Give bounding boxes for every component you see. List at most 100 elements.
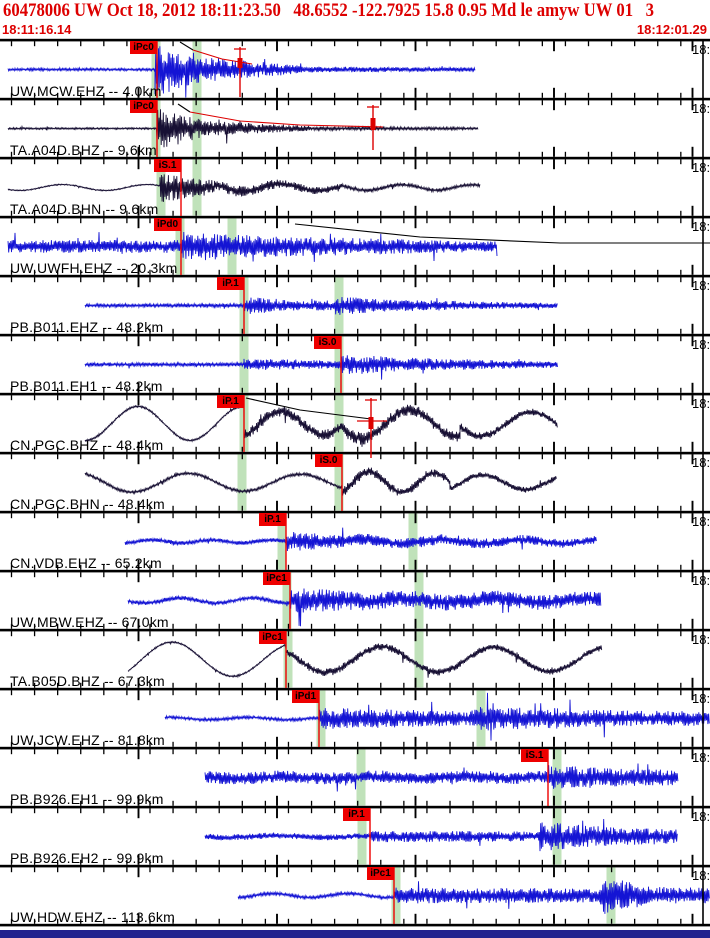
panel-border	[0, 215, 710, 219]
trace-panel-UW.JCW.EHZ[interactable]: UW.JCW.EHZ -- 81.8km iPd1 18:	[0, 689, 710, 748]
panel-border	[0, 451, 710, 455]
panel-border	[0, 333, 710, 337]
station-label: PB.B011.EH1 -- 48.2km	[10, 378, 163, 394]
row-time-label: 18:	[692, 573, 710, 588]
pick-flag-PB.B011.EHZ[interactable]: iP.1	[217, 277, 244, 290]
row-time-label: 18:	[692, 750, 710, 765]
pick-flag-CN.VDB.EHZ[interactable]: iP.1	[259, 513, 286, 526]
panel-border	[0, 864, 710, 868]
panel-border	[0, 156, 710, 160]
panel-border	[0, 38, 710, 42]
row-time-label: 18:	[692, 101, 710, 116]
pick-flag-CN.PGC.BHZ[interactable]: iP.1	[217, 395, 244, 408]
row-time-label: 18:	[692, 396, 710, 411]
trace-panel-PB.B011.EH1[interactable]: PB.B011.EH1 -- 48.2km iS.0 18:	[0, 335, 710, 394]
seismogram-trace-UW.UWFH.EHZ[interactable]	[7, 231, 498, 262]
pick-flag-TA.A04D.BHZ[interactable]: iPc0	[130, 100, 157, 113]
trace-panel-CN.PGC.BHZ[interactable]: CN.PGC.BHZ -- 48.4km iP.1 18:	[0, 394, 710, 453]
row-time-label: 18:	[692, 160, 710, 175]
station-label: UW.UWFH.EHZ -- 20.3km	[10, 260, 178, 276]
trace-panel-TA.A04D.BHZ[interactable]: TA.A04D.BHZ -- 9.6km iPc0 18:	[0, 99, 710, 158]
seismogram-trace-UW.MCW.EHZ[interactable]	[7, 46, 476, 98]
seismogram-trace-UW.JCW.EHZ[interactable]	[164, 692, 710, 741]
station-label: TA.B05D.BHZ -- 67.3km	[10, 673, 165, 689]
trace-panel-PB.B011.EHZ[interactable]: PB.B011.EHZ -- 48.2km iP.1 18:	[0, 276, 710, 335]
pick-flag-CN.PGC.BHN[interactable]: iS.0	[315, 454, 342, 467]
arrival-window-band	[282, 572, 292, 629]
trace-panel-UW.MCW.EHZ[interactable]: UW.MCW.EHZ -- 4.0km iPc0 18:	[0, 40, 710, 99]
station-label: TA.A04D.BHN -- 9.6km	[10, 201, 159, 217]
trace-panel-TA.B05D.BHZ[interactable]: TA.B05D.BHZ -- 67.3km iPc1 18:	[0, 630, 710, 689]
arrival-window-band	[334, 395, 344, 452]
station-label: PB.B926.EH2 -- 99.9km	[10, 850, 164, 866]
station-label: UW.MBW.EHZ -- 67.0km	[10, 614, 169, 630]
trace-panel-CN.VDB.EHZ[interactable]: CN.VDB.EHZ -- 65.2km iP.1 18:	[0, 512, 710, 571]
station-label: UW.HDW.EHZ -- 113.6km	[10, 909, 175, 925]
trace-panel-PB.B926.EH1[interactable]: PB.B926.EH1 -- 99.9km iS.1 18:	[0, 748, 710, 807]
amplitude-cursor-body	[368, 417, 374, 429]
row-time-label: 18:	[692, 42, 710, 57]
status-bar	[0, 930, 710, 938]
pick-flag-TA.B05D.BHZ[interactable]: iPc1	[259, 631, 286, 644]
row-time-label: 18:	[692, 691, 710, 706]
panel-border	[0, 923, 710, 927]
amplitude-cursor-body	[237, 58, 243, 68]
trace-panel-PB.B926.EH2[interactable]: PB.B926.EH2 -- 99.9km iP.1 18:	[0, 807, 710, 866]
seismogram-trace-TA.A04D.BHN[interactable]	[7, 174, 481, 202]
panel-border	[0, 746, 710, 750]
trace-panel-CN.PGC.BHN[interactable]: CN.PGC.BHN -- 48.4km iS.0 18:	[0, 453, 710, 512]
pick-flag-PB.B926.EH2[interactable]: iP.1	[343, 808, 370, 821]
arrival-window-band	[334, 454, 344, 511]
panel-border	[0, 274, 710, 278]
station-label: CN.VDB.EHZ -- 65.2km	[10, 555, 162, 571]
station-label: CN.PGC.BHN -- 48.4km	[10, 496, 165, 512]
panel-border	[0, 392, 710, 396]
row-time-label: 18:	[692, 219, 710, 234]
seismogram-trace-CN.PGC.BHN[interactable]	[84, 467, 557, 496]
panel-border	[0, 628, 710, 632]
row-time-label: 18:	[692, 278, 710, 293]
pick-flag-UW.HDW.EHZ[interactable]: iPc1	[367, 867, 394, 880]
trace-panel-UW.UWFH.EHZ[interactable]: UW.UWFH.EHZ -- 20.3km iPd0 18:	[0, 217, 710, 276]
pick-flag-PB.B011.EH1[interactable]: iS.0	[314, 336, 341, 349]
pick-flag-PB.B926.EH1[interactable]: iS.1	[521, 749, 548, 762]
coda-envelope-curve	[177, 103, 191, 113]
seismogram-trace-PB.B926.EH1[interactable]	[204, 763, 679, 792]
pick-flag-TA.A04D.BHN[interactable]: iS.1	[154, 159, 181, 172]
row-time-label: 18:	[692, 455, 710, 470]
panel-border	[0, 510, 710, 514]
row-time-label: 18:	[692, 514, 710, 529]
trace-panel-UW.MBW.EHZ[interactable]: UW.MBW.EHZ -- 67.0km iPc1 18:	[0, 571, 710, 630]
pick-flag-UW.MCW.EHZ[interactable]: iPc0	[130, 41, 157, 54]
seismogram-trace-PB.B011.EH1[interactable]	[84, 355, 558, 380]
pick-flag-UW.MBW.EHZ[interactable]: iPc1	[263, 572, 290, 585]
seismogram-trace-UW.HDW.EHZ[interactable]	[237, 880, 710, 914]
trace-panel-TA.A04D.BHN[interactable]: TA.A04D.BHN -- 9.6km iS.1 18:	[0, 158, 710, 217]
station-label: TA.A04D.BHZ -- 9.6km	[10, 142, 157, 158]
row-time-label: 18:	[692, 337, 710, 352]
coda-envelope-curve	[294, 223, 710, 244]
panel-border	[0, 569, 710, 573]
station-label: PB.B926.EH1 -- 99.9km	[10, 791, 164, 807]
row-time-label: 18:	[692, 809, 710, 824]
seismogram-trace-CN.PGC.BHZ[interactable]	[84, 404, 558, 447]
seismogram-trace-TA.B05D.BHZ[interactable]	[127, 640, 603, 679]
panel-border	[0, 687, 710, 691]
pick-flag-UW.UWFH.EHZ[interactable]: iPd0	[154, 218, 181, 231]
coda-envelope-curve	[179, 41, 194, 51]
trace-panel-UW.HDW.EHZ[interactable]: UW.HDW.EHZ -- 113.6km iPc1 18:	[0, 866, 710, 925]
seismogram-trace-UW.MBW.EHZ[interactable]	[127, 588, 602, 627]
coda-envelope-curve	[245, 397, 372, 420]
seismogram-trace-PB.B011.EHZ[interactable]	[84, 296, 558, 315]
station-label: UW.JCW.EHZ -- 81.8km	[10, 732, 165, 748]
seismogram-trace-TA.A04D.BHZ[interactable]	[7, 109, 479, 148]
event-header: 60478006 UW Oct 18, 2012 18:11:23.50 48.…	[3, 0, 654, 21]
arrival-window-band	[283, 631, 293, 688]
panel-border	[0, 97, 710, 101]
pick-flag-UW.JCW.EHZ[interactable]: iPd1	[292, 690, 319, 703]
station-label: PB.B011.EHZ -- 48.2km	[10, 319, 164, 335]
seismogram-trace-CN.VDB.EHZ[interactable]	[124, 527, 597, 552]
seismogram-trace-PB.B926.EH2[interactable]	[204, 818, 678, 852]
